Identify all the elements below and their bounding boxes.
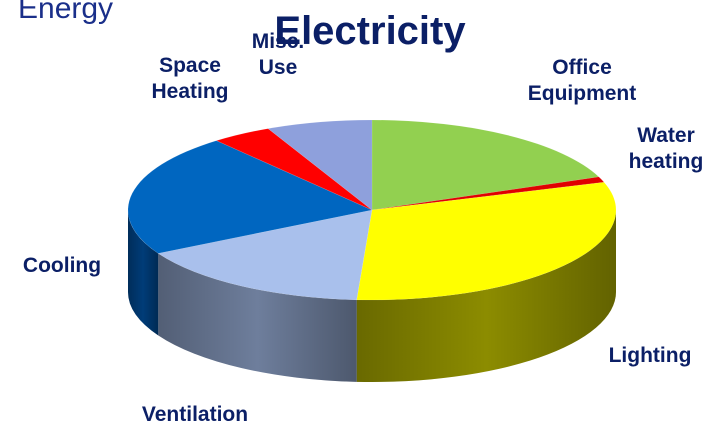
pie-slice-lighting [356, 181, 617, 301]
slice-label-cooling: Cooling [23, 254, 101, 277]
slice-label-water: Water heating [629, 124, 704, 173]
pie-side-shade-cooling [127, 210, 159, 336]
slice-label-line: Water [637, 124, 695, 147]
pie-side-shade-ventilation [158, 253, 357, 382]
pie-side-shade-lighting [356, 210, 616, 382]
chart-title: Electricity [274, 9, 466, 53]
pie-slice-ventilation [157, 209, 373, 301]
pie-slice-water [371, 176, 605, 211]
slice-label-line: Lighting [609, 344, 692, 367]
slice-label-line: Equipment [528, 82, 637, 105]
slice-label-line: Ventilation [142, 403, 248, 426]
slice-label-line: Misc. [252, 30, 305, 53]
slice-label-lighting: Lighting [609, 344, 692, 367]
slice-label-line: Office [552, 56, 612, 79]
slice-label-line: Use [259, 56, 298, 79]
slice-label-line: Heating [151, 80, 228, 103]
pie-slice-office [371, 119, 600, 211]
slice-label-space: Space Heating [151, 54, 228, 103]
slice-label-line: Cooling [23, 254, 101, 277]
pie-sides [127, 210, 616, 382]
slice-label-misc: Misc. Use [252, 30, 305, 79]
pie-slice-misc [267, 119, 373, 211]
slice-label-ventilation: Ventilation [142, 403, 248, 426]
pie-slice-space [215, 128, 373, 211]
supertitle: Energy [18, 0, 113, 25]
slice-label-office: Office Equipment [528, 56, 637, 105]
pie-tops [127, 119, 617, 301]
slice-label-line: heating [629, 150, 704, 173]
slice-label-line: Space [159, 54, 221, 77]
pie-slice-cooling [127, 140, 373, 254]
